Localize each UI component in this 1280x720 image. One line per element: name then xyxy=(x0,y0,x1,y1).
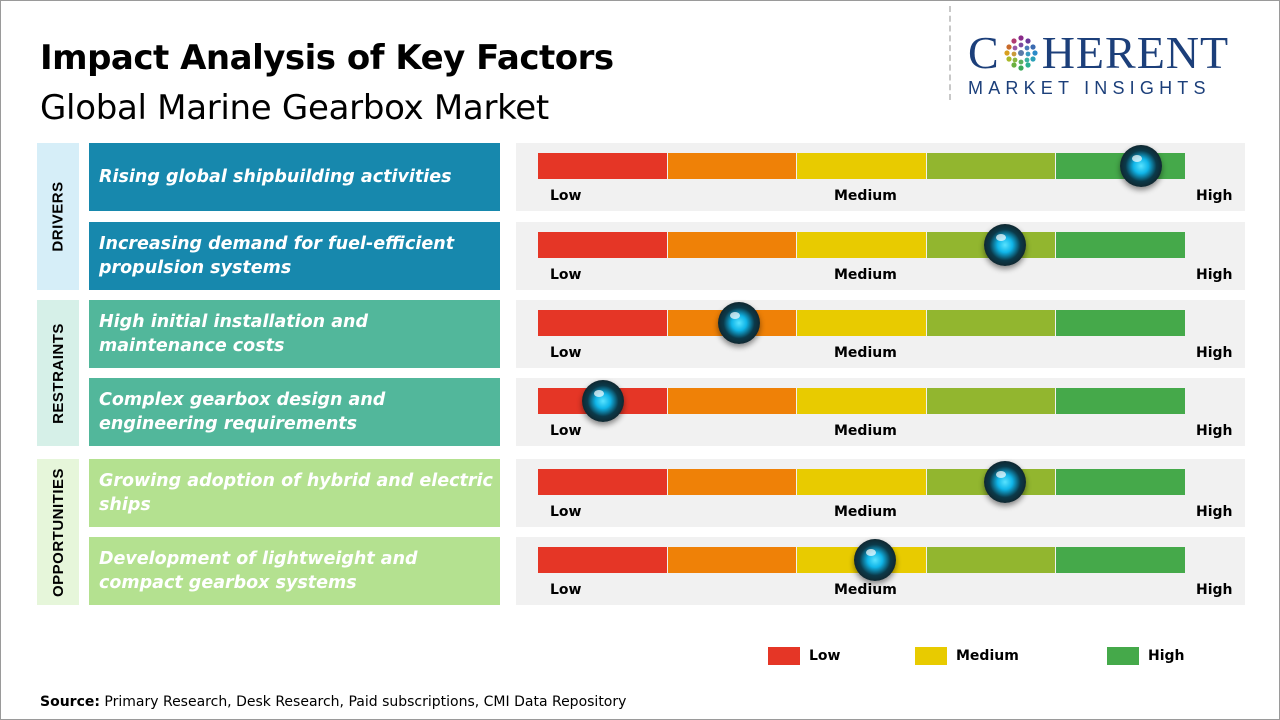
scale-label-high: High xyxy=(1196,267,1233,283)
gauge-segment xyxy=(667,232,797,258)
gauge-segment xyxy=(926,153,1056,179)
scale-label-low: Low xyxy=(550,345,582,361)
category-label: RESTRAINTS xyxy=(49,322,67,424)
scale-label-medium: Medium xyxy=(834,345,897,361)
impact-gauge: Low Medium High xyxy=(516,222,1245,290)
source-text: Primary Research, Desk Research, Paid su… xyxy=(99,694,627,710)
scale-label-medium: Medium xyxy=(834,267,897,283)
divider xyxy=(949,6,951,100)
gauge-segment xyxy=(538,232,667,258)
gauge-segment xyxy=(1056,232,1185,258)
logo-dots-icon xyxy=(1004,35,1038,71)
impact-marker xyxy=(717,302,760,344)
legend-label-low: Low xyxy=(809,648,841,664)
scale-label-medium: Medium xyxy=(834,423,897,439)
legend-label-medium: Medium xyxy=(956,648,1019,664)
impact-gauge: Low Medium High xyxy=(516,378,1245,446)
factor-label: Complex gearbox design and engineering r… xyxy=(89,378,500,446)
gauge-segment xyxy=(926,547,1056,573)
legend-swatch-high xyxy=(1107,647,1139,665)
gauge-segment xyxy=(1056,388,1185,414)
source-label: Source: xyxy=(40,694,100,710)
scale-label-high: High xyxy=(1196,504,1233,520)
chart-subtitle: Global Marine Gearbox Market xyxy=(40,88,549,128)
gauge-segment xyxy=(1056,469,1185,495)
gauge-segment xyxy=(797,469,926,495)
legend-swatch-medium xyxy=(915,647,947,665)
logo-wordmark: C xyxy=(968,27,1230,78)
factor-label: Growing adoption of hybrid and electric … xyxy=(89,459,500,527)
company-logo: C xyxy=(968,30,1263,100)
legend-swatch-low xyxy=(768,647,800,665)
chart-title: Impact Analysis of Key Factors xyxy=(40,38,614,78)
gauge-segment xyxy=(797,153,926,179)
impact-gauge: Low Medium High xyxy=(516,537,1245,605)
gauge-segment xyxy=(1056,310,1185,336)
impact-gauge: Low Medium High xyxy=(516,459,1245,527)
gauge-segment xyxy=(667,153,797,179)
factor-label: High initial installation and maintenanc… xyxy=(89,300,500,368)
gauge-segment xyxy=(926,310,1056,336)
gauge-segment xyxy=(667,469,797,495)
scale-label-low: Low xyxy=(550,423,582,439)
impact-marker xyxy=(983,461,1026,503)
impact-marker xyxy=(983,224,1026,266)
category-label: DRIVERS xyxy=(49,181,67,252)
gauge-segment xyxy=(1056,547,1185,573)
scale-label-high: High xyxy=(1196,345,1233,361)
scale-label-medium: Medium xyxy=(834,504,897,520)
scale-label-high: High xyxy=(1196,582,1233,598)
scale-label-medium: Medium xyxy=(834,188,897,204)
factor-label: Rising global shipbuilding activities xyxy=(89,143,500,211)
scale-label-low: Low xyxy=(550,267,582,283)
impact-marker xyxy=(1119,145,1162,187)
source-note: Source: Primary Research, Desk Research,… xyxy=(40,694,626,710)
gauge-segment xyxy=(926,388,1056,414)
gauge-segment xyxy=(538,153,667,179)
category-restraints: RESTRAINTS xyxy=(37,300,79,446)
gauge-segment xyxy=(667,547,797,573)
gauge-segment xyxy=(797,310,926,336)
gauge-segment xyxy=(797,232,926,258)
legend-label-high: High xyxy=(1148,648,1185,664)
gauge-segment xyxy=(667,388,797,414)
gauge-segment xyxy=(538,469,667,495)
factor-label: Development of lightweight and compact g… xyxy=(89,537,500,605)
scale-label-low: Low xyxy=(550,188,582,204)
impact-gauge: Low Medium High xyxy=(516,300,1245,368)
scale-label-low: Low xyxy=(550,582,582,598)
impact-marker xyxy=(581,380,624,422)
factor-label: Increasing demand for fuel-efficient pro… xyxy=(89,222,500,290)
gauge-segment xyxy=(538,310,667,336)
logo-tagline: MARKET INSIGHTS xyxy=(968,78,1211,98)
gauge-segment xyxy=(797,388,926,414)
scale-label-low: Low xyxy=(550,504,582,520)
category-opportunities: OPPORTUNITIES xyxy=(37,459,79,605)
category-label: OPPORTUNITIES xyxy=(49,467,67,597)
scale-label-high: High xyxy=(1196,423,1233,439)
category-drivers: DRIVERS xyxy=(37,143,79,290)
impact-gauge: Low Medium High xyxy=(516,143,1245,211)
impact-marker xyxy=(853,539,896,581)
scale-label-high: High xyxy=(1196,188,1233,204)
gauge-segment xyxy=(538,547,667,573)
scale-label-medium: Medium xyxy=(834,582,897,598)
